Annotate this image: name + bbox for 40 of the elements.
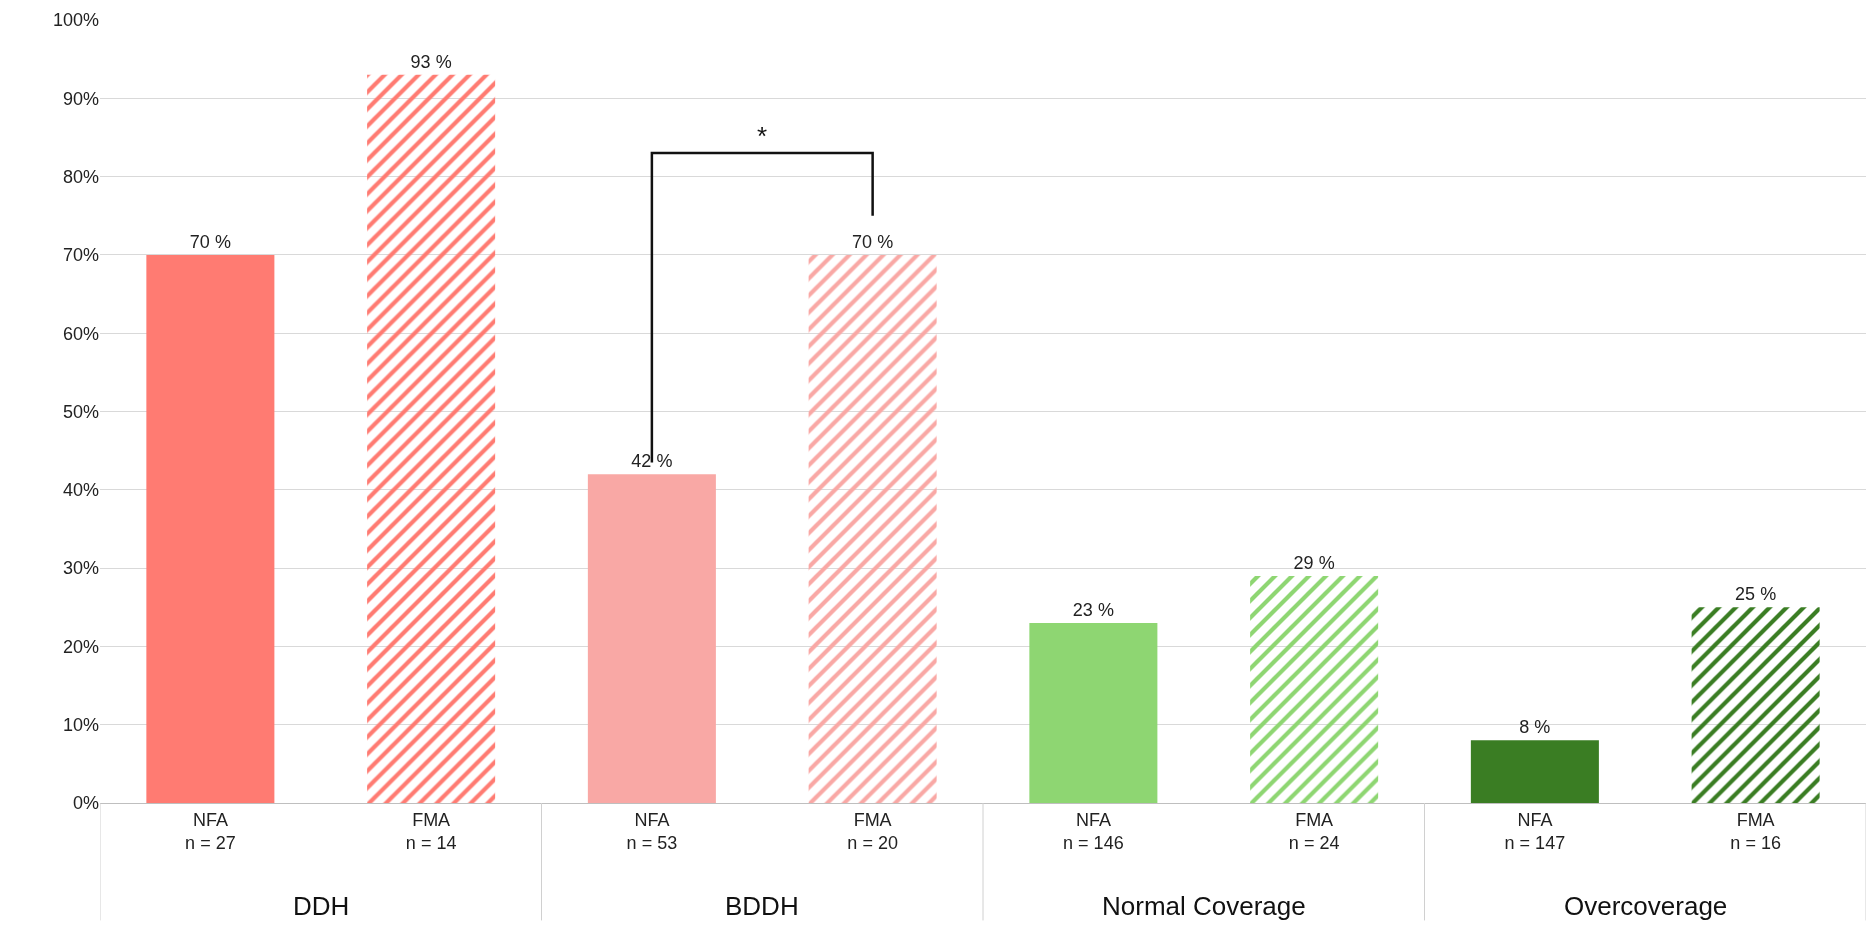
text: Overcoverage — [1564, 891, 1728, 921]
y-tick-label: 60% — [62, 323, 99, 344]
data-label: 70 % — [852, 231, 894, 252]
data-label: 25 % — [1735, 584, 1777, 605]
bar — [1470, 740, 1599, 803]
data-label: 70 % — [189, 231, 231, 252]
y-tick-label: 70% — [62, 245, 99, 266]
y-tick-label: 0% — [72, 793, 99, 814]
y-tick-label: 100% — [52, 10, 99, 31]
y-tick-label: 50% — [62, 401, 99, 422]
x-tick-label: FMA n = 16 — [1730, 809, 1781, 853]
data-label: 93 % — [410, 51, 452, 72]
y-tick-label: 80% — [62, 166, 99, 187]
data-label: 42 % — [631, 451, 673, 472]
y-tick-label: 10% — [62, 715, 99, 735]
bar — [1029, 622, 1158, 803]
text: Normal Coverage — [1102, 891, 1306, 921]
data-label: 23 % — [1072, 599, 1114, 620]
x-tick-label: NFA n = 146 — [1063, 809, 1124, 853]
x-tick-label: NFA n = 27 — [185, 809, 236, 853]
text: DDH — [293, 891, 350, 921]
bar — [367, 74, 496, 803]
x-tick-label: FMA n = 24 — [1288, 809, 1340, 853]
bar — [587, 474, 716, 803]
x-tick-label: NFA n = 53 — [626, 809, 678, 853]
annotation: * — [757, 121, 768, 151]
bar — [146, 254, 275, 803]
text: BDDH — [725, 891, 799, 921]
bar — [1250, 575, 1379, 803]
x-tick-label: NFA n = 147 — [1504, 809, 1566, 853]
bar — [1691, 607, 1820, 803]
x-tick-label: FMA n = 20 — [847, 809, 898, 853]
y-tick-label: 40% — [62, 480, 99, 501]
x-tick-label: FMA n = 14 — [405, 809, 457, 853]
data-label: 29 % — [1293, 552, 1335, 573]
y-tick-label: 90% — [62, 88, 99, 109]
y-tick-label: 30% — [62, 558, 99, 579]
bar — [808, 254, 937, 803]
data-label: 8 % — [1519, 717, 1551, 738]
y-tick-label: 20% — [62, 636, 99, 657]
